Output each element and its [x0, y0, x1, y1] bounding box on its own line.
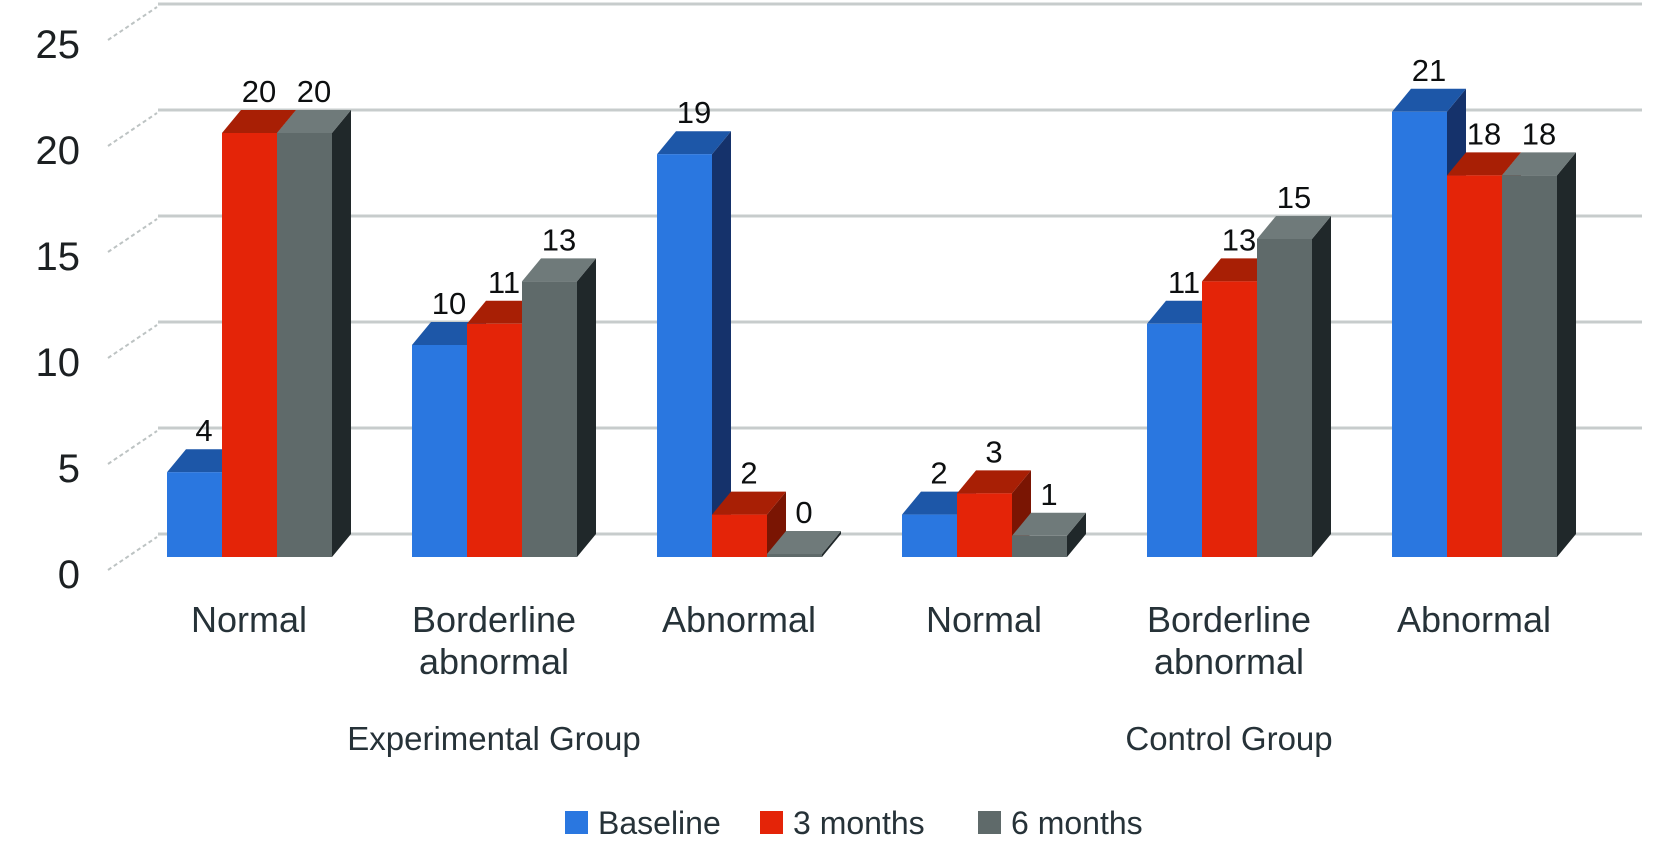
bar-value-label: 2 [930, 456, 947, 491]
bar-value-label: 13 [1222, 222, 1256, 257]
category-label: Normal [191, 599, 307, 640]
bar-front-face [767, 554, 822, 557]
bar-top-face [657, 131, 731, 155]
legend-label-3-months: 3 months [793, 805, 925, 841]
bar-value-label: 19 [677, 95, 711, 130]
axis-tick-connector [107, 6, 158, 41]
bar-front-face [712, 514, 767, 557]
bar-value-label: 1 [1040, 477, 1057, 512]
group-label-experimental: Experimental Group [347, 720, 640, 757]
axis-tick-connector [107, 218, 158, 253]
y-axis-tick-label: 10 [36, 341, 81, 385]
bar-front-face [1202, 281, 1257, 557]
bar-value-label: 0 [795, 495, 812, 530]
bar-value-label: 20 [297, 74, 331, 109]
bar-value-label: 3 [985, 434, 1002, 469]
bar-side-face [1067, 512, 1086, 557]
bar-value-label: 13 [542, 222, 576, 257]
legend-label-baseline: Baseline [598, 805, 721, 841]
bar-value-label: 18 [1467, 116, 1501, 151]
legend-swatch-6-months [978, 811, 1001, 834]
axis-tick-connector [107, 324, 158, 359]
bar-value-label: 11 [1168, 265, 1200, 300]
bar-front-face [1012, 535, 1067, 557]
bar-top-face [522, 258, 596, 282]
bar-6-months [767, 531, 841, 557]
bar-6-months [1502, 152, 1576, 557]
bar-top-face [1447, 152, 1521, 176]
bar-top-face [277, 110, 351, 133]
bar-6-months [277, 110, 351, 557]
bar-front-face [1147, 323, 1202, 557]
bar-side-face [712, 131, 731, 557]
bar-top-face [957, 470, 1031, 494]
bar-front-face [222, 133, 277, 557]
category-label: Borderline abnormal [412, 599, 576, 682]
axis-tick-connector [107, 536, 158, 571]
bar-top-face [222, 110, 296, 133]
bar-front-face [1257, 239, 1312, 557]
bar-6-months [1012, 512, 1086, 557]
bar-side-face [1312, 216, 1331, 557]
bar-front-face [1447, 175, 1502, 557]
bar-side-face [1557, 152, 1576, 557]
legend-swatch-3-months [760, 811, 783, 834]
group-label-control: Control Group [1125, 720, 1332, 757]
bar-6-months [1257, 216, 1331, 557]
bar-top-face [1392, 88, 1466, 112]
bar-front-face [167, 472, 222, 557]
legend-item-baseline: Baseline [565, 805, 721, 841]
legend-item-3-months: 3 months [760, 805, 925, 841]
y-axis-tick-label: 25 [36, 23, 81, 67]
y-axis-tick-label: 5 [58, 447, 80, 491]
bar-value-label: 4 [195, 413, 212, 448]
legend-item-6-months: 6 months [978, 805, 1143, 841]
bar-baseline [657, 131, 731, 557]
bar-top-face [1257, 216, 1331, 239]
bar-side-face [822, 531, 841, 557]
legend-label-6-months: 6 months [1011, 805, 1143, 841]
bar-top-face [712, 491, 786, 515]
bar-front-face [657, 154, 712, 557]
bar-value-label: 11 [488, 265, 520, 300]
bar-value-label: 18 [1522, 116, 1556, 151]
y-axis-tick-label: 20 [36, 129, 81, 173]
bar-side-face [767, 491, 786, 557]
bar-value-label: 15 [1277, 180, 1311, 215]
bar-front-face [467, 323, 522, 557]
bar-3-months [712, 491, 786, 557]
category-label: Borderline abnormal [1147, 599, 1311, 682]
bar-top-face [767, 531, 841, 554]
bar-top-face [1502, 152, 1576, 176]
axis-tick-connector [107, 112, 158, 147]
bar-front-face [522, 281, 577, 557]
bar-value-label: 10 [432, 286, 466, 321]
axis-tick-connector [107, 430, 158, 465]
y-axis-tick-label: 15 [36, 235, 81, 279]
y-axis-tick-label: 0 [58, 553, 80, 597]
category-label: Abnormal [1397, 599, 1551, 640]
bar-value-label: 21 [1412, 53, 1446, 88]
bar-front-face [902, 514, 957, 557]
bar-value-label: 2 [740, 456, 757, 491]
bar-value-label: 20 [242, 74, 276, 109]
bar-side-face [577, 258, 596, 557]
bar-front-face [277, 133, 332, 557]
category-label: Normal [926, 599, 1042, 640]
bar-6-months [522, 258, 596, 557]
bar-front-face [957, 493, 1012, 557]
bar-top-face [1012, 512, 1086, 536]
bar-side-face [332, 110, 351, 557]
bar-front-face [1392, 111, 1447, 558]
bar-front-face [1502, 175, 1557, 557]
category-label: Abnormal [662, 599, 816, 640]
bar-front-face [412, 345, 467, 557]
legend-swatch-baseline [565, 811, 588, 834]
